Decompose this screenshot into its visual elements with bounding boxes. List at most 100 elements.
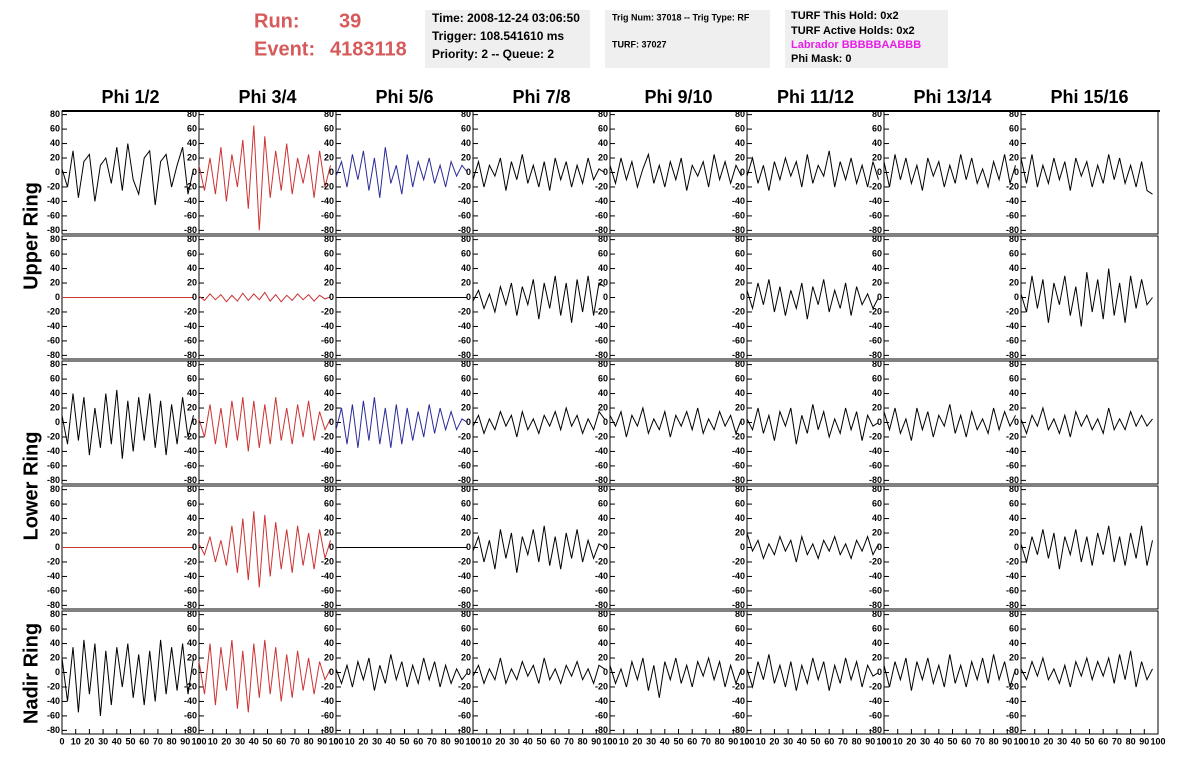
run-label: Run: <box>254 10 300 32</box>
x-tick-label: 10 <box>71 736 81 746</box>
y-tick-label: -80 <box>732 475 745 485</box>
y-tick-label: 80 <box>872 359 882 369</box>
y-tick-label: -60 <box>458 335 471 345</box>
y-tick-label: 20 <box>324 152 334 162</box>
waveform <box>61 389 194 459</box>
y-tick-label: 40 <box>324 388 334 398</box>
y-tick-label: 40 <box>1009 513 1019 523</box>
y-tick-label: 40 <box>324 513 334 523</box>
y-tick-label: 80 <box>872 109 882 119</box>
y-tick-label: 80 <box>461 484 471 494</box>
y-tick-label: 60 <box>872 623 882 633</box>
x-tick-label: 90 <box>865 736 875 746</box>
y-tick-label: -80 <box>184 725 197 735</box>
y-tick-label: 20 <box>324 652 334 662</box>
y-tick-label: -20 <box>184 681 197 691</box>
y-tick-label: -60 <box>869 210 882 220</box>
y-tick-label: 80 <box>324 609 334 619</box>
y-tick-label: 20 <box>187 152 197 162</box>
y-tick-label: 80 <box>598 234 608 244</box>
y-tick-label: 0 <box>466 417 471 427</box>
y-tick-label: -80 <box>869 350 882 360</box>
y-tick-label: 60 <box>598 248 608 258</box>
y-tick-label: 20 <box>50 527 60 537</box>
y-tick-label: -60 <box>869 460 882 470</box>
y-tick-label: -60 <box>732 710 745 720</box>
y-tick-label: -80 <box>458 475 471 485</box>
x-tick-label: 40 <box>934 736 944 746</box>
y-tick-label: -40 <box>321 696 334 706</box>
y-tick-label: -20 <box>595 431 608 441</box>
x-tick-label: 30 <box>98 736 108 746</box>
panel-frame <box>746 360 885 485</box>
y-tick-label: 20 <box>872 652 882 662</box>
x-tick-label: 10 <box>208 736 218 746</box>
y-tick-label: -40 <box>458 571 471 581</box>
y-tick-label: -60 <box>595 335 608 345</box>
y-tick-label: -60 <box>1006 335 1019 345</box>
y-tick-label: -20 <box>869 556 882 566</box>
y-tick-label: 0 <box>466 292 471 302</box>
y-tick-label: 20 <box>735 527 745 537</box>
waveform <box>746 532 879 563</box>
y-tick-label: 60 <box>872 498 882 508</box>
y-tick-label: -20 <box>869 306 882 316</box>
y-tick-label: 40 <box>1009 388 1019 398</box>
x-tick-label: 40 <box>112 736 122 746</box>
y-tick-label: -20 <box>184 181 197 191</box>
y-tick-label: 40 <box>735 138 745 148</box>
y-tick-label: 20 <box>187 527 197 537</box>
y-tick-label: -60 <box>458 585 471 595</box>
x-tick-label: 60 <box>961 736 971 746</box>
x-tick-label: 20 <box>1043 736 1053 746</box>
run-number: 39 <box>339 10 361 32</box>
panel-frame <box>609 485 748 610</box>
y-tick-label: 0 <box>1014 667 1019 677</box>
panel-frame <box>883 235 1022 360</box>
y-tick-label: 0 <box>192 417 197 427</box>
y-tick-label: 0 <box>466 667 471 677</box>
y-tick-label: -60 <box>184 335 197 345</box>
y-tick-label: -60 <box>321 585 334 595</box>
y-tick-label: 0 <box>55 292 60 302</box>
y-tick-label: 80 <box>461 109 471 119</box>
waveform <box>883 654 1016 691</box>
y-tick-label: -40 <box>47 321 60 331</box>
y-tick-label: 40 <box>872 388 882 398</box>
x-tick-label: 10 <box>619 736 629 746</box>
y-tick-label: -80 <box>595 225 608 235</box>
y-tick-label: 20 <box>598 652 608 662</box>
y-tick-label: 80 <box>598 484 608 494</box>
y-tick-label: -80 <box>321 600 334 610</box>
x-tick-label: 60 <box>413 736 423 746</box>
y-tick-label: -40 <box>869 321 882 331</box>
y-tick-label: 40 <box>735 513 745 523</box>
y-tick-label: 60 <box>50 123 60 133</box>
y-tick-label: 40 <box>50 138 60 148</box>
y-tick-label: -80 <box>732 225 745 235</box>
x-tick-label: 0 <box>744 736 749 746</box>
y-tick-label: -80 <box>869 725 882 735</box>
y-tick-label: 20 <box>324 277 334 287</box>
x-tick-label: 90 <box>180 736 190 746</box>
y-tick-label: 0 <box>740 167 745 177</box>
waveform <box>1020 650 1153 688</box>
y-tick-label: 0 <box>603 542 608 552</box>
y-tick-label: -60 <box>184 460 197 470</box>
x-tick-label: 30 <box>235 736 245 746</box>
y-tick-label: 60 <box>735 373 745 383</box>
y-tick-label: 60 <box>735 123 745 133</box>
y-tick-label: -80 <box>184 350 197 360</box>
y-tick-label: 80 <box>1009 109 1019 119</box>
y-tick-label: -80 <box>321 475 334 485</box>
y-tick-label: 0 <box>603 167 608 177</box>
y-tick-label: 0 <box>192 667 197 677</box>
y-tick-label: 60 <box>187 498 197 508</box>
y-tick-label: 80 <box>872 609 882 619</box>
y-tick-label: 20 <box>50 277 60 287</box>
y-tick-label: 0 <box>466 542 471 552</box>
y-tick-label: -40 <box>869 196 882 206</box>
y-tick-label: -20 <box>47 431 60 441</box>
y-tick-label: 0 <box>740 542 745 552</box>
y-tick-label: 60 <box>735 248 745 258</box>
